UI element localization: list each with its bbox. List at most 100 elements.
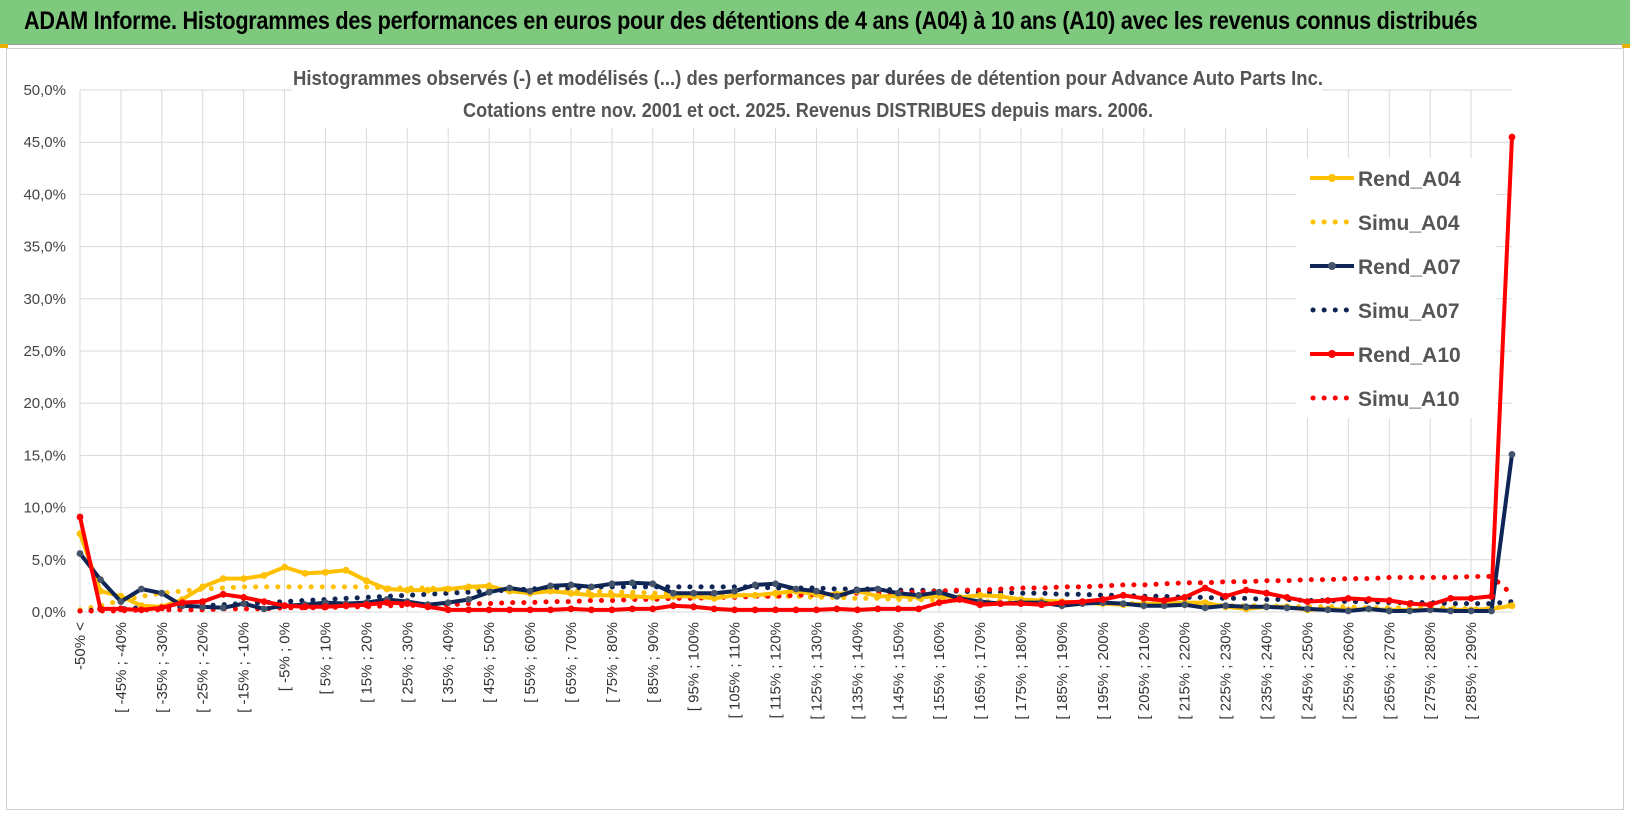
y-tick-label: 5,0% xyxy=(32,552,66,569)
rend-a10-point xyxy=(1038,601,1045,609)
rend-a07-point xyxy=(219,604,227,612)
rend-a07-point xyxy=(485,588,493,596)
y-tick-label: 0,0% xyxy=(32,604,66,621)
rend-a07-point xyxy=(526,587,534,595)
rend-a10-point xyxy=(1283,594,1291,601)
rend-a10-point xyxy=(731,606,738,614)
rend-a10-point xyxy=(649,605,657,613)
rend-a07-point xyxy=(649,580,657,588)
rend-a07-point xyxy=(240,600,248,607)
rend-a10-point xyxy=(117,605,125,613)
corner-mark-left xyxy=(0,44,8,48)
rend-a10-point xyxy=(608,606,616,614)
x-tick-label: [ 75% ; 80% xyxy=(604,622,621,703)
rend-a04-point xyxy=(976,591,984,599)
chart-title-background xyxy=(292,60,1322,128)
rend-a10-point xyxy=(1119,591,1127,599)
rend-a07-point xyxy=(567,581,575,589)
legend: Rend_A04 Simu_A04 Rend_A07 Simu_A07 Rend_A10… xyxy=(1296,158,1496,418)
rend-a07-point xyxy=(1140,602,1148,610)
x-tick-label: [ -35% ; -30% xyxy=(154,622,171,713)
rend-a10-point xyxy=(403,600,411,607)
x-tick-label: [ 145% ; 150% xyxy=(890,622,907,720)
legend-label-simu-a07: Simu_A07 xyxy=(1358,300,1460,323)
rend-a04-point xyxy=(628,592,636,600)
rend-a07-point xyxy=(731,587,738,595)
rend-a04-point xyxy=(465,583,473,591)
rend-a07-point xyxy=(588,583,595,591)
rend-a10-point xyxy=(1160,597,1168,604)
rend-a07-point xyxy=(1365,605,1373,613)
rend-a07-point xyxy=(813,587,820,595)
rend-a07-point xyxy=(1304,605,1311,613)
rend-a10-point xyxy=(567,605,575,613)
rend-a10-point xyxy=(322,603,329,611)
rend-a10-point xyxy=(281,602,288,610)
rend-a04-point xyxy=(567,589,575,597)
x-tick-label: [ 25% ; 30% xyxy=(399,622,416,703)
rend-a10-point xyxy=(1385,597,1393,604)
rend-a07-point xyxy=(1344,607,1352,615)
rend-a07-point xyxy=(751,581,759,589)
rend-a10-point xyxy=(854,606,861,614)
x-tick-label: [ 205% ; 210% xyxy=(1136,622,1153,720)
x-tick-label: [ 135% ; 140% xyxy=(849,622,866,720)
rend-a07-point xyxy=(772,580,779,588)
rend-a10-point xyxy=(240,594,248,601)
rend-a10-point xyxy=(956,596,964,603)
chart-subtitle: Cotations entre nov. 2001 et oct. 2025. … xyxy=(463,99,1153,122)
rend-a10-point xyxy=(1467,595,1475,602)
legend-marker-rend-a07 xyxy=(1328,262,1336,270)
data-series xyxy=(76,133,1516,615)
rend-a10-point xyxy=(628,605,636,613)
x-tick-label: [ 285% ; 290% xyxy=(1463,622,1480,720)
rend-a04-point xyxy=(240,575,248,582)
rend-a10-point xyxy=(383,599,391,606)
rend-a10-point xyxy=(506,606,513,614)
rend-a04-point xyxy=(403,586,411,594)
y-axis: 0,0% 5,0% 10,0% 15,0% 20,0% 25,0% 30,0% 35,0% 40… xyxy=(23,82,66,621)
rend-a07-point xyxy=(628,579,636,587)
x-tick-label: [ 195% ; 200% xyxy=(1095,622,1112,720)
rend-a04-point xyxy=(710,595,718,602)
rend-a04-point xyxy=(424,586,432,594)
rend-a07-point xyxy=(894,589,902,597)
legend-label-rend-a04: Rend_A04 xyxy=(1358,168,1461,191)
y-tick-label: 20,0% xyxy=(23,395,66,412)
x-tick-label: [ 245% ; 250% xyxy=(1299,622,1316,720)
x-tick-label: [ 105% ; 110% xyxy=(727,622,744,718)
rend-a10-point xyxy=(199,598,207,605)
legend-label-rend-a10: Rend_A10 xyxy=(1358,344,1461,367)
rend-a04-point xyxy=(588,591,595,599)
rend-a07-point xyxy=(444,599,452,606)
rend-a07-point xyxy=(158,589,166,597)
rend-a10-point xyxy=(1447,595,1454,602)
legend-marker-rend-a10 xyxy=(1328,350,1336,358)
rend-a07-point xyxy=(1467,607,1475,615)
x-tick-label: [ 65% ; 70% xyxy=(563,622,580,703)
x-tick-label: [ 255% ; 260% xyxy=(1340,622,1357,720)
rend-a04-point xyxy=(772,589,779,597)
rend-a10-point xyxy=(1058,599,1066,606)
x-tick-label: [ 265% ; 270% xyxy=(1381,622,1398,720)
rend-a10-point xyxy=(1222,592,1229,600)
y-tick-label: 15,0% xyxy=(23,447,66,464)
rend-a10-point xyxy=(1140,595,1148,602)
rend-a04-point xyxy=(1508,602,1516,610)
rend-a10-point xyxy=(526,606,534,614)
x-tick-label: [ 175% ; 180% xyxy=(1013,622,1030,720)
rend-a07-point xyxy=(1181,601,1189,609)
rend-a04-point xyxy=(608,591,616,599)
x-tick-label: [ 35% ; 40% xyxy=(440,622,457,703)
rend-a10-point xyxy=(342,602,350,610)
rend-a04-point xyxy=(363,577,370,585)
y-tick-label: 25,0% xyxy=(23,343,66,360)
rend-a07-point xyxy=(854,586,861,594)
rend-a10-point xyxy=(813,606,820,614)
rend-a10-point xyxy=(1508,133,1516,141)
rend-a10-point xyxy=(1201,584,1209,592)
x-tick-label: [ 125% ; 130% xyxy=(808,622,825,720)
rend-a04-point xyxy=(444,585,452,593)
x-tick-label: -50% < xyxy=(72,622,89,670)
